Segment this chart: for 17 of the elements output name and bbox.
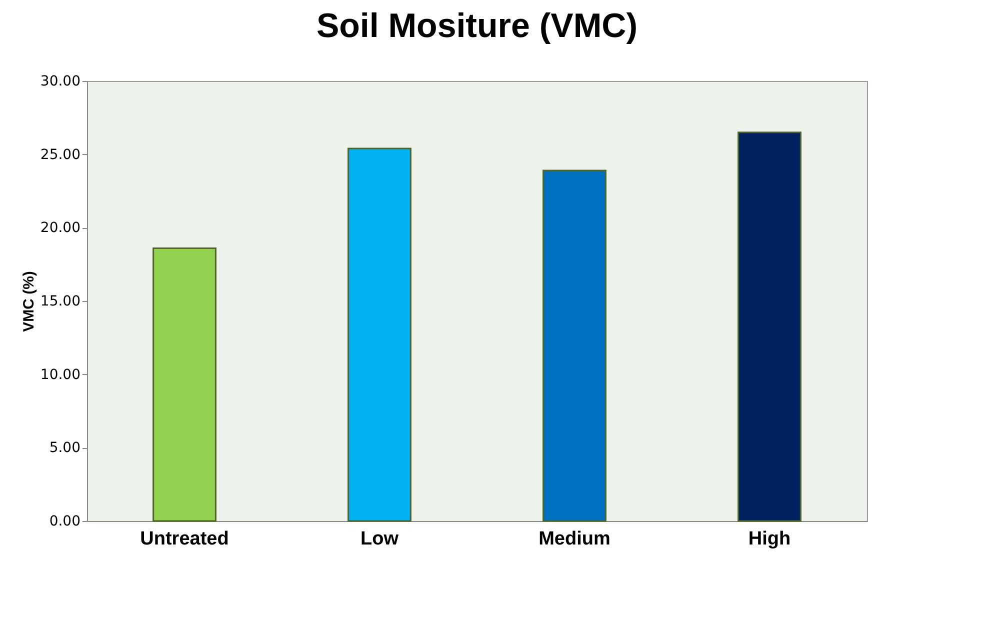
x-tick-label: High bbox=[748, 528, 791, 550]
y-tick-label: 5.00 bbox=[49, 440, 80, 456]
bar bbox=[152, 247, 216, 522]
y-tick-label: 10.00 bbox=[40, 366, 80, 383]
x-tick-label: Untreated bbox=[140, 528, 229, 550]
x-tick-label: Medium bbox=[538, 528, 610, 550]
y-tick-label: 0.00 bbox=[49, 514, 80, 530]
y-tick-label: 25.00 bbox=[40, 146, 80, 163]
y-tick-label: 15.00 bbox=[40, 294, 80, 310]
y-tick-label: 30.00 bbox=[40, 74, 80, 90]
y-tick-label: 20.00 bbox=[40, 220, 80, 236]
chart-title: Soil Mositure (VMC) bbox=[316, 7, 638, 45]
bar bbox=[738, 132, 802, 522]
x-tick-label: Low bbox=[360, 528, 399, 550]
bar bbox=[542, 170, 606, 522]
bar bbox=[348, 148, 412, 522]
y-axis-title: VMC (%) bbox=[20, 271, 38, 332]
